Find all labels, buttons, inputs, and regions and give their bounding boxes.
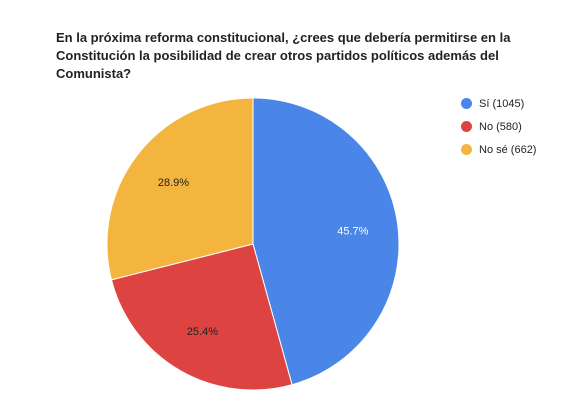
legend-marker-no <box>461 121 472 132</box>
pie-slice-si[interactable] <box>252 97 400 386</box>
pie-slice-no-se[interactable] <box>106 97 254 281</box>
chart-title: En la próxima reforma constitucional, ¿c… <box>56 30 511 81</box>
pie-slice-no[interactable] <box>110 243 293 391</box>
legend: Sí (1045) No (580) No sé (662) <box>461 92 536 161</box>
legend-label-si: Sí (1045) <box>479 97 525 110</box>
legend-item-no[interactable]: No (580) <box>461 115 536 138</box>
slice-label-si: 45.7% <box>337 225 368 237</box>
legend-item-no-se[interactable]: No sé (662) <box>461 138 536 161</box>
legend-label-no: No (580) <box>479 120 522 133</box>
legend-marker-no-se <box>461 144 472 155</box>
slice-label-no: 25.4% <box>187 326 218 338</box>
slice-label-no-se: 28.9% <box>158 177 189 189</box>
legend-label-no-se: No sé (662) <box>479 143 537 156</box>
legend-item-si[interactable]: Sí (1045) <box>461 92 536 115</box>
legend-marker-si <box>461 98 472 109</box>
